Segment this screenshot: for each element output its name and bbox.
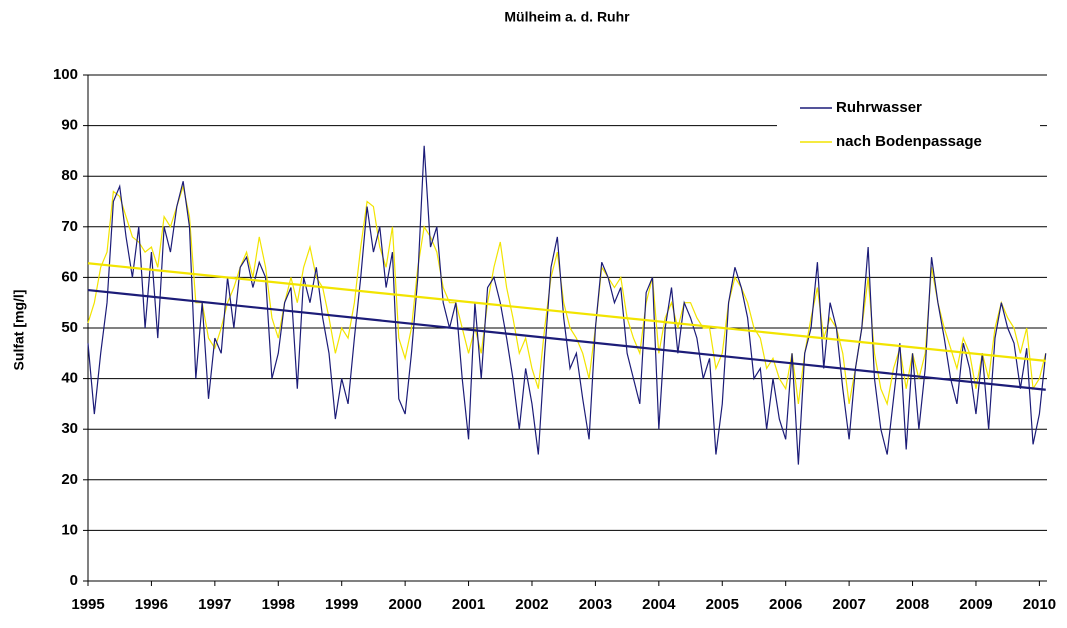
x-tick-label: 1999 — [325, 596, 358, 613]
y-tick-label: 10 — [61, 521, 78, 538]
y-tick-label: 60 — [61, 268, 78, 285]
y-tick-label: 90 — [61, 117, 78, 134]
legend-box — [777, 92, 1040, 158]
legend-label: nach Bodenpassage — [836, 133, 982, 150]
x-tick-label: 2000 — [388, 596, 421, 613]
trend-line — [87, 288, 1046, 391]
y-tick-label: 20 — [61, 471, 78, 488]
legend-label: Ruhrwasser — [836, 99, 922, 116]
y-tick-label: 0 — [70, 572, 78, 589]
x-tick-label: 2010 — [1023, 596, 1056, 613]
y-tick-label: 50 — [61, 319, 78, 336]
data-line — [87, 183, 1047, 407]
x-tick-label: 2007 — [832, 596, 865, 613]
x-tick-label: 1997 — [198, 596, 231, 613]
x-tick-label: 2001 — [452, 596, 485, 613]
x-tick-label: 2004 — [642, 596, 676, 613]
y-tick-label: 30 — [61, 420, 78, 437]
trend-line — [87, 262, 1046, 362]
x-tick-label: 2003 — [579, 596, 612, 613]
data-line — [87, 145, 1047, 465]
y-axis-label: Sulfat [mg/l] — [11, 290, 27, 371]
x-tick-label: 2009 — [959, 596, 992, 613]
y-tick-label: 100 — [53, 66, 78, 83]
x-tick-label: 2005 — [706, 596, 739, 613]
x-tick-label: 2008 — [896, 596, 929, 613]
x-tick-label: 2002 — [515, 596, 548, 613]
y-tick-label: 70 — [61, 218, 78, 235]
y-tick-label: 80 — [61, 167, 78, 184]
x-tick-label: 1998 — [262, 596, 295, 613]
x-tick-label: 2006 — [769, 596, 802, 613]
x-tick-label: 1996 — [135, 596, 168, 613]
x-tick-label: 1995 — [71, 596, 104, 613]
chart-title: Mülheim a. d. Ruhr — [504, 9, 630, 25]
y-tick-label: 40 — [61, 370, 78, 387]
